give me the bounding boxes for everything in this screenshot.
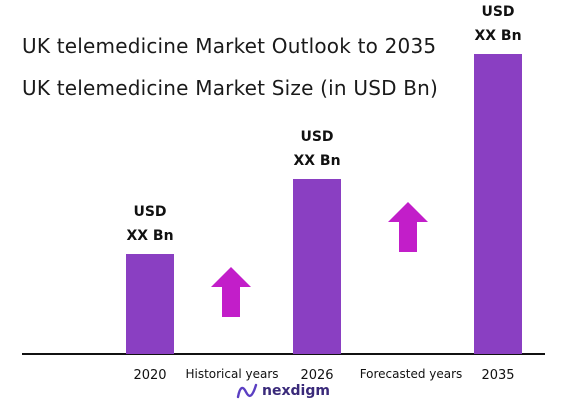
nexdigm-logo: nexdigm xyxy=(236,380,330,402)
nexdigm-logo-icon xyxy=(236,383,258,399)
x-tick-2020: 2020 xyxy=(133,368,166,383)
bar-2035 xyxy=(474,54,522,354)
bar-2020 xyxy=(126,254,174,354)
logo-text: nexdigm xyxy=(262,383,330,399)
growth-arrow-forecasted xyxy=(388,202,428,252)
bar-2026 xyxy=(293,179,341,354)
bar-label-2026-1: USD xyxy=(300,129,333,145)
chart-title: UK telemedicine Market Outlook to 2035 xyxy=(22,34,437,58)
bar-label-2035-1: USD xyxy=(481,4,514,20)
growth-arrow-historical xyxy=(211,267,251,317)
chart-subtitle: UK telemedicine Market Size (in USD Bn) xyxy=(22,76,439,100)
x-tick-2026: 2026 xyxy=(300,368,333,383)
period-label-forecasted: Forecasted years xyxy=(360,367,463,381)
bar-label-2035-2: XX Bn xyxy=(474,28,521,44)
x-tick-2035: 2035 xyxy=(481,368,514,383)
bar-label-2020-2: XX Bn xyxy=(126,228,173,244)
period-label-historical: Historical years xyxy=(185,367,278,381)
bar-label-2020-1: USD xyxy=(133,204,166,220)
bar-label-2026-2: XX Bn xyxy=(293,153,340,169)
